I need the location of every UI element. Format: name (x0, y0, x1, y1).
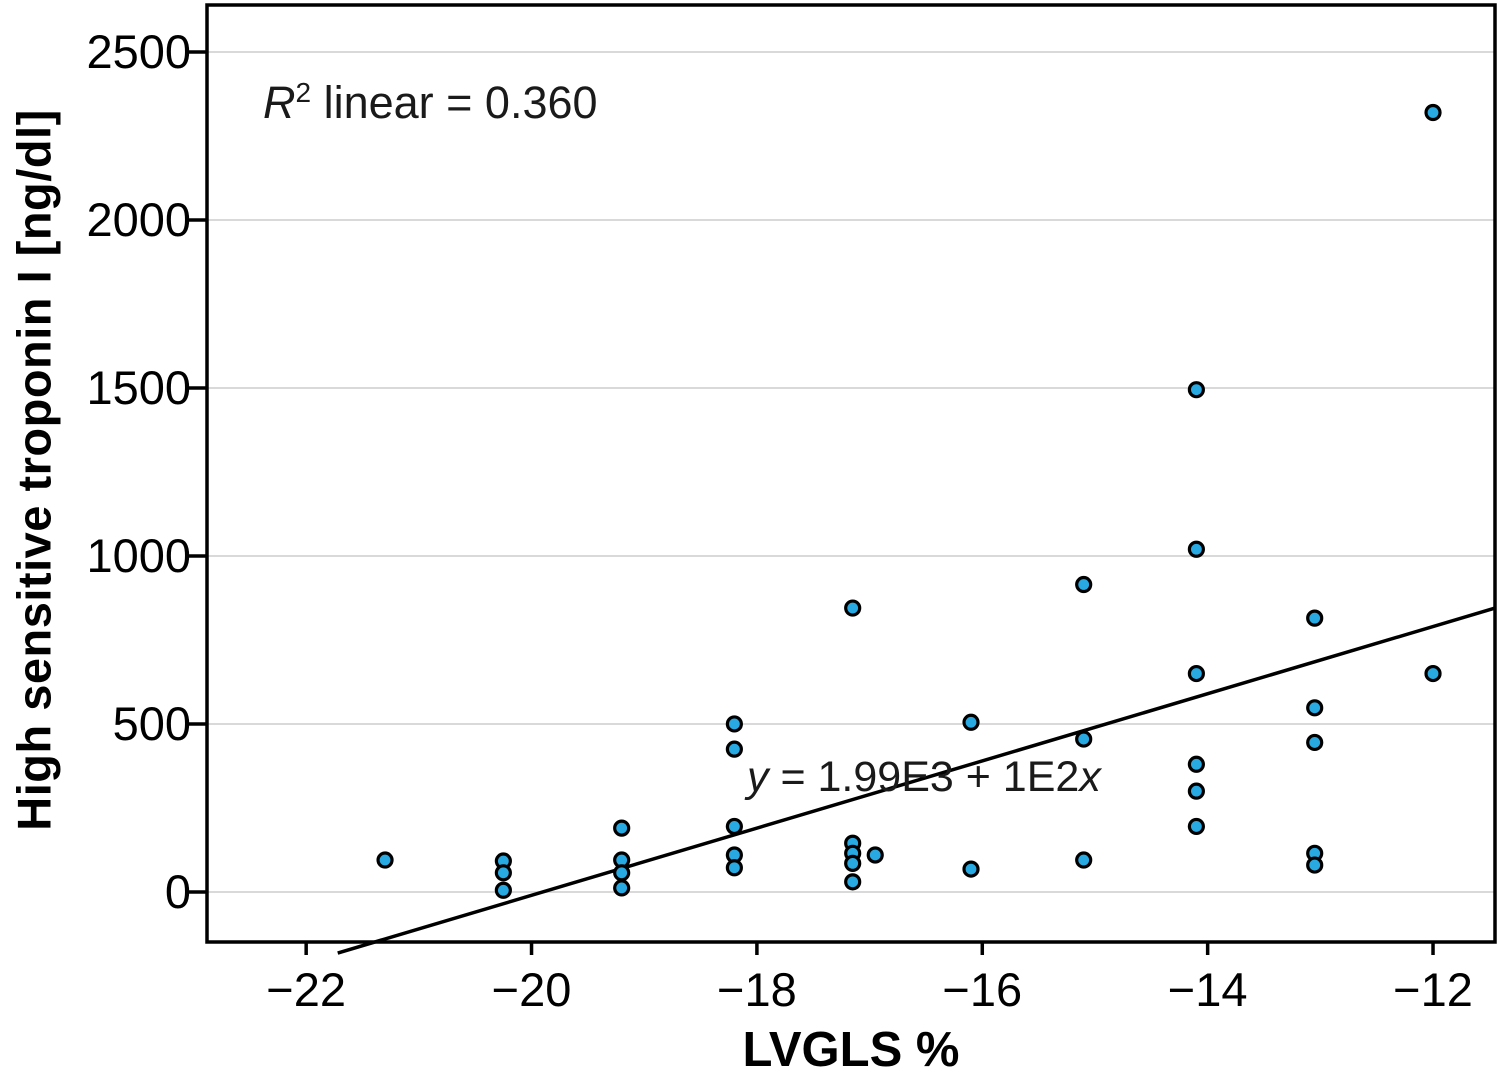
y-tick-label-1500: 1500 (86, 360, 191, 414)
data-point (1075, 730, 1093, 748)
data-point (1306, 609, 1324, 627)
plot-area: R2 linear = 0.360 y = 1.99E3 + 1E2x 0 500… (86, 3, 1497, 1016)
data-point (1075, 851, 1093, 869)
data-point (376, 851, 394, 869)
data-point (725, 740, 743, 758)
data-point (1306, 733, 1324, 752)
y-tick-label-0: 0 (164, 864, 191, 918)
data-point (1187, 782, 1205, 800)
data-point (613, 864, 631, 882)
x-tick-label-minus-14: −14 (1167, 963, 1248, 1016)
r-squared-value-text: linear = 0.360 (311, 77, 598, 128)
data-point (494, 864, 512, 882)
data-point (1075, 575, 1093, 594)
data-point (1187, 664, 1205, 683)
data-point (962, 860, 980, 878)
y-tick-label-500: 500 (112, 696, 191, 750)
y-tick-label-1000: 1000 (86, 528, 191, 582)
equation-y-variable: y (747, 753, 769, 801)
data-point (1187, 540, 1205, 558)
data-point (494, 881, 512, 899)
regression-equation: y = 1.99E3 + 1E2x (747, 753, 1101, 802)
data-point (1187, 755, 1205, 773)
r-squared-exponent: 2 (295, 77, 312, 108)
r-squared-annotation: R2 linear = 0.360 (263, 77, 598, 129)
data-point (844, 873, 862, 891)
equation-body: = 1.99E3 + 1E2 (768, 753, 1080, 801)
regression-line (337, 606, 1496, 955)
data-point (613, 819, 631, 837)
x-axis-title: LVGLS % (742, 1023, 960, 1077)
data-point (962, 713, 980, 731)
x-tick-label-minus-12: −12 (1393, 963, 1473, 1016)
data-point (725, 715, 743, 733)
data-point (613, 879, 631, 897)
data-point (866, 846, 884, 864)
data-point (844, 854, 862, 872)
x-tick-label-minus-20: −20 (491, 963, 572, 1016)
y-tick-label-2500: 2500 (86, 25, 191, 79)
data-point (1306, 856, 1324, 874)
plot-border (205, 3, 1497, 944)
data-point (1306, 699, 1324, 717)
plot-canvas (187, 3, 1497, 955)
y-tick-label-2000: 2000 (86, 193, 191, 247)
data-point (1187, 381, 1205, 399)
data-point (1424, 664, 1442, 683)
data-point (844, 599, 862, 617)
data-point (1424, 103, 1442, 122)
equation-x-variable: x (1079, 753, 1101, 801)
data-point (1187, 817, 1205, 836)
x-tick-label-minus-16: −16 (942, 963, 1023, 1016)
x-tick-label-minus-22: −22 (266, 963, 347, 1016)
x-tick-label-minus-18: −18 (717, 963, 797, 1016)
data-point (725, 859, 743, 877)
r-squared-symbol: R (263, 77, 296, 128)
data-point (725, 817, 743, 836)
